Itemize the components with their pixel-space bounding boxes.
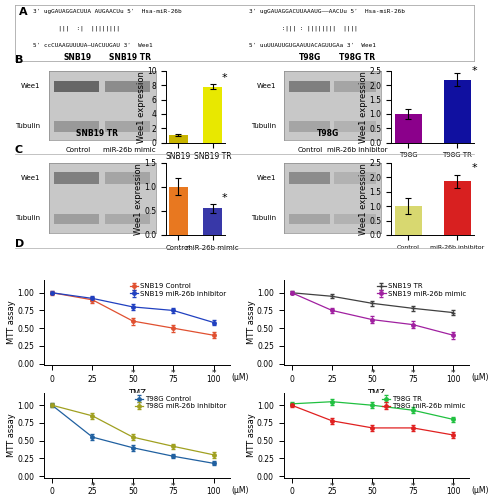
Text: 3ʹ ugGAUAGGACUUAAAUG––AACUu 5ʹ  Hsa-miR-26b: 3ʹ ugGAUAGGACUUAAAUG––AACUu 5ʹ Hsa-miR-2… — [248, 9, 404, 14]
Text: *: * — [130, 482, 135, 490]
Text: *: * — [211, 369, 216, 378]
Text: miR-26b inhibitor: miR-26b inhibitor — [326, 148, 386, 154]
Text: *: * — [410, 369, 414, 378]
Bar — [168, 186, 187, 235]
Y-axis label: Wee1 expression: Wee1 expression — [136, 71, 145, 142]
Y-axis label: MTT assay: MTT assay — [246, 300, 255, 344]
Text: *: * — [171, 482, 175, 490]
Text: Tubulin: Tubulin — [250, 216, 275, 222]
FancyBboxPatch shape — [104, 122, 150, 132]
Text: *: * — [130, 369, 135, 378]
Text: *: * — [470, 66, 476, 76]
Text: (μM): (μM) — [470, 486, 488, 495]
Text: T98G: T98G — [298, 53, 321, 62]
Text: (μM): (μM) — [231, 486, 249, 495]
Text: Wee1: Wee1 — [256, 83, 275, 89]
Bar — [394, 114, 421, 142]
FancyBboxPatch shape — [104, 214, 150, 224]
Text: *: * — [222, 73, 227, 83]
FancyBboxPatch shape — [334, 80, 375, 92]
FancyBboxPatch shape — [54, 214, 99, 224]
Text: Control: Control — [297, 148, 322, 154]
Text: Tubulin: Tubulin — [250, 123, 275, 129]
Legend: T98G Control, T98G miR-26b inhibitor: T98G Control, T98G miR-26b inhibitor — [134, 396, 226, 409]
Text: 3ʹ ugGAUAGGACUUA AUGAACUu 5ʹ  Hsa-miR-26b: 3ʹ ugGAUAGGACUUA AUGAACUu 5ʹ Hsa-miR-26b — [33, 9, 182, 14]
Text: C: C — [15, 145, 23, 155]
Text: *: * — [369, 369, 374, 378]
Text: *: * — [369, 482, 374, 490]
Text: (μM): (μM) — [470, 374, 488, 382]
FancyBboxPatch shape — [334, 122, 375, 132]
FancyBboxPatch shape — [334, 214, 375, 224]
Bar — [168, 136, 187, 142]
Text: Wee1: Wee1 — [21, 83, 40, 89]
Y-axis label: Wee1 expression: Wee1 expression — [134, 163, 142, 234]
Bar — [394, 206, 421, 235]
Text: D: D — [15, 239, 24, 249]
Text: *: * — [171, 369, 175, 378]
Bar — [203, 86, 222, 142]
FancyBboxPatch shape — [104, 172, 150, 184]
FancyBboxPatch shape — [54, 122, 99, 132]
Text: *: * — [450, 369, 455, 378]
Y-axis label: Wee1 expression: Wee1 expression — [358, 163, 367, 234]
FancyBboxPatch shape — [334, 172, 375, 184]
Y-axis label: MTT assay: MTT assay — [7, 413, 16, 457]
Text: Wee1: Wee1 — [21, 175, 40, 181]
Text: *: * — [410, 482, 414, 490]
FancyBboxPatch shape — [104, 80, 150, 92]
Text: Tubulin: Tubulin — [15, 216, 40, 222]
Text: T98G TR: T98G TR — [338, 53, 374, 62]
X-axis label: TMZ: TMZ — [128, 390, 145, 398]
Text: SNB19: SNB19 — [64, 53, 92, 62]
FancyBboxPatch shape — [288, 122, 329, 132]
Text: Wee1: Wee1 — [256, 175, 275, 181]
Legend: T98G TR, T98G miR-26b mimic: T98G TR, T98G miR-26b mimic — [381, 396, 465, 409]
Legend: SNB19 TR, SNB19 miR-26b mimic: SNB19 TR, SNB19 miR-26b mimic — [377, 284, 465, 297]
FancyBboxPatch shape — [54, 172, 99, 184]
Text: *: * — [329, 482, 334, 490]
Text: A: A — [19, 6, 28, 16]
Bar — [443, 182, 469, 235]
FancyBboxPatch shape — [54, 80, 99, 92]
Text: miR-26b mimic: miR-26b mimic — [103, 148, 156, 154]
FancyBboxPatch shape — [288, 214, 329, 224]
Text: 5ʹ ccCUAAGUUUUA–UACUUGAU 3ʹ  Wee1: 5ʹ ccCUAAGUUUUA–UACUUGAU 3ʹ Wee1 — [33, 42, 152, 48]
Y-axis label: MTT assay: MTT assay — [246, 413, 255, 457]
X-axis label: TMZ: TMZ — [367, 390, 385, 398]
Legend: SNB19 Control, SNB19 miR-26b inhibitor: SNB19 Control, SNB19 miR-26b inhibitor — [129, 284, 226, 297]
Text: :||| : ||||||||  ||||: :||| : |||||||| |||| — [248, 26, 357, 31]
Y-axis label: MTT assay: MTT assay — [7, 300, 16, 344]
Text: Tubulin: Tubulin — [15, 123, 40, 129]
Text: SNB19 TR: SNB19 TR — [76, 129, 118, 138]
Bar — [443, 80, 469, 142]
Text: T98G: T98G — [316, 129, 338, 138]
Text: *: * — [90, 482, 95, 490]
Text: 5ʹ uuUUAUUGUGAAUUACAGUUGAa 3ʹ  Wee1: 5ʹ uuUUAUUGUGAAUUACAGUUGAa 3ʹ Wee1 — [248, 42, 375, 48]
Text: SNB19 TR: SNB19 TR — [108, 53, 150, 62]
Text: |||  :|  ||||||||: ||| :| |||||||| — [33, 26, 120, 31]
Text: Control: Control — [65, 148, 90, 154]
Bar — [203, 208, 222, 235]
Text: *: * — [222, 193, 227, 203]
Text: B: B — [15, 55, 23, 65]
Y-axis label: Wee1 expression: Wee1 expression — [358, 71, 367, 142]
Text: *: * — [450, 482, 455, 490]
FancyBboxPatch shape — [288, 80, 329, 92]
Text: *: * — [470, 162, 476, 172]
Text: (μM): (μM) — [231, 374, 249, 382]
FancyBboxPatch shape — [288, 172, 329, 184]
